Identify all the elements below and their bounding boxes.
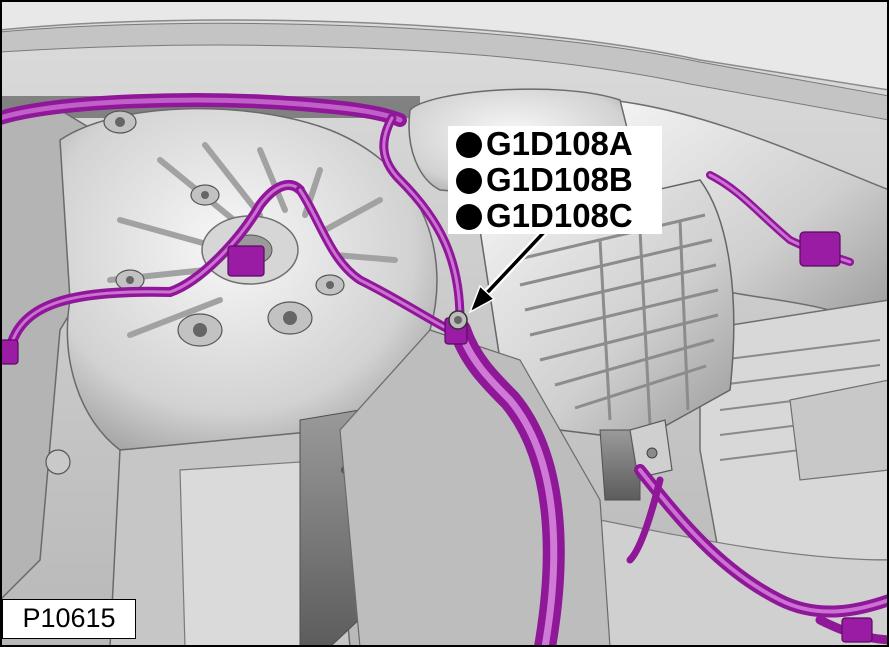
hood-panel xyxy=(0,0,889,91)
wiring-harness xyxy=(0,93,889,647)
bullet-dot-icon xyxy=(456,204,482,230)
callout-connector-2: G1D108B xyxy=(456,162,633,198)
module-bracket-bolt xyxy=(646,447,658,459)
callout-connector-1: G1D108A xyxy=(456,126,633,162)
lower-duct-channel xyxy=(179,461,316,647)
callout-connector-3: G1D108C xyxy=(456,198,633,234)
leader-line-core xyxy=(482,226,550,298)
hood-lip xyxy=(0,22,889,121)
mount-post xyxy=(599,429,641,501)
finned-module xyxy=(479,179,735,441)
leader-arrowhead xyxy=(468,284,496,314)
connector-label: G1D108A xyxy=(486,125,633,162)
figure-id-label: P10615 xyxy=(2,599,136,639)
module-fins xyxy=(514,213,719,426)
housing-bolt-centers xyxy=(115,117,334,337)
bullet-dot-icon xyxy=(456,132,482,158)
ground-point-bolt xyxy=(454,316,462,324)
connector-callout: G1D108A G1D108B G1D108C xyxy=(448,126,662,234)
harness-connectors xyxy=(0,231,873,643)
side-bracket xyxy=(789,379,889,481)
bullet-dot-icon xyxy=(456,168,482,194)
left-nut xyxy=(45,449,71,475)
center-floor xyxy=(339,329,611,647)
connector-label: G1D108C xyxy=(486,197,633,234)
connector-label: G1D108B xyxy=(486,161,633,198)
